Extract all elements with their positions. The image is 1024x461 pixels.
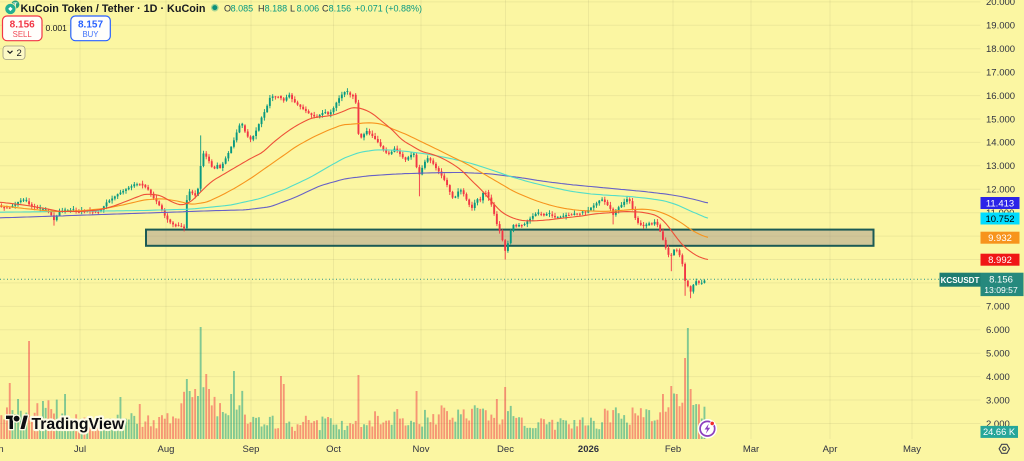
svg-text:Nov: Nov: [413, 444, 430, 455]
svg-text:2.000: 2.000: [986, 419, 1010, 430]
svg-text:13:09:57: 13:09:57: [984, 285, 1018, 295]
svg-text:11.413: 11.413: [986, 198, 1014, 209]
svg-text:10.752: 10.752: [985, 214, 1014, 225]
svg-text:2026: 2026: [578, 444, 599, 455]
svg-text:BUY: BUY: [82, 30, 99, 39]
svg-text:T: T: [13, 2, 18, 9]
svg-text:Oct: Oct: [326, 444, 341, 455]
svg-text:L: L: [290, 3, 295, 13]
svg-text:C: C: [322, 3, 329, 13]
svg-text:8.156: 8.156: [989, 275, 1013, 286]
svg-text:H: H: [258, 3, 265, 13]
svg-text:Jun: Jun: [0, 444, 4, 455]
svg-text:17.000: 17.000: [986, 68, 1015, 79]
svg-text:8.006: 8.006: [297, 3, 320, 13]
svg-text:O: O: [224, 3, 231, 13]
svg-text:7.000: 7.000: [986, 302, 1010, 313]
svg-text:18.000: 18.000: [986, 44, 1015, 55]
svg-text:20.000: 20.000: [986, 0, 1015, 8]
svg-text:19.000: 19.000: [986, 21, 1015, 32]
svg-text:8.156: 8.156: [10, 20, 35, 31]
svg-text:Mar: Mar: [743, 444, 759, 455]
svg-text:Apr: Apr: [823, 444, 838, 455]
svg-text:5.000: 5.000: [986, 349, 1010, 360]
svg-text:13.000: 13.000: [986, 161, 1015, 172]
svg-text:0.001: 0.001: [45, 23, 67, 33]
svg-text:Aug: Aug: [158, 444, 175, 455]
svg-text:TradingView: TradingView: [32, 416, 125, 433]
svg-text:Sep: Sep: [243, 444, 260, 455]
svg-text:Dec: Dec: [497, 444, 514, 455]
svg-text:15.000: 15.000: [986, 114, 1015, 125]
svg-text:8.188: 8.188: [265, 3, 288, 13]
svg-text:8.157: 8.157: [78, 20, 103, 31]
svg-text:Feb: Feb: [665, 444, 681, 455]
svg-text:24.66 K: 24.66 K: [983, 427, 1016, 437]
svg-text:12.000: 12.000: [986, 185, 1015, 196]
svg-text:9.932: 9.932: [988, 233, 1012, 244]
svg-text:8.992: 8.992: [988, 255, 1012, 266]
svg-text:8.156: 8.156: [329, 3, 352, 13]
svg-text:8.085: 8.085: [231, 3, 254, 13]
svg-text:Jul: Jul: [74, 444, 86, 455]
svg-text:14.000: 14.000: [986, 138, 1015, 149]
svg-text:SELL: SELL: [13, 30, 33, 39]
svg-text:+0.071 (+0.88%): +0.071 (+0.88%): [355, 3, 422, 13]
svg-text:May: May: [903, 444, 921, 455]
svg-text:3.000: 3.000: [986, 395, 1010, 406]
svg-text:4.000: 4.000: [986, 372, 1010, 383]
svg-text:6.000: 6.000: [986, 325, 1010, 336]
svg-text:KuCoin Token / Tether · 1D · K: KuCoin Token / Tether · 1D · KuCoin: [21, 3, 206, 15]
svg-text:2: 2: [17, 48, 22, 59]
svg-text:16.000: 16.000: [986, 91, 1015, 102]
svg-text:KCSUSDT: KCSUSDT: [941, 276, 980, 285]
